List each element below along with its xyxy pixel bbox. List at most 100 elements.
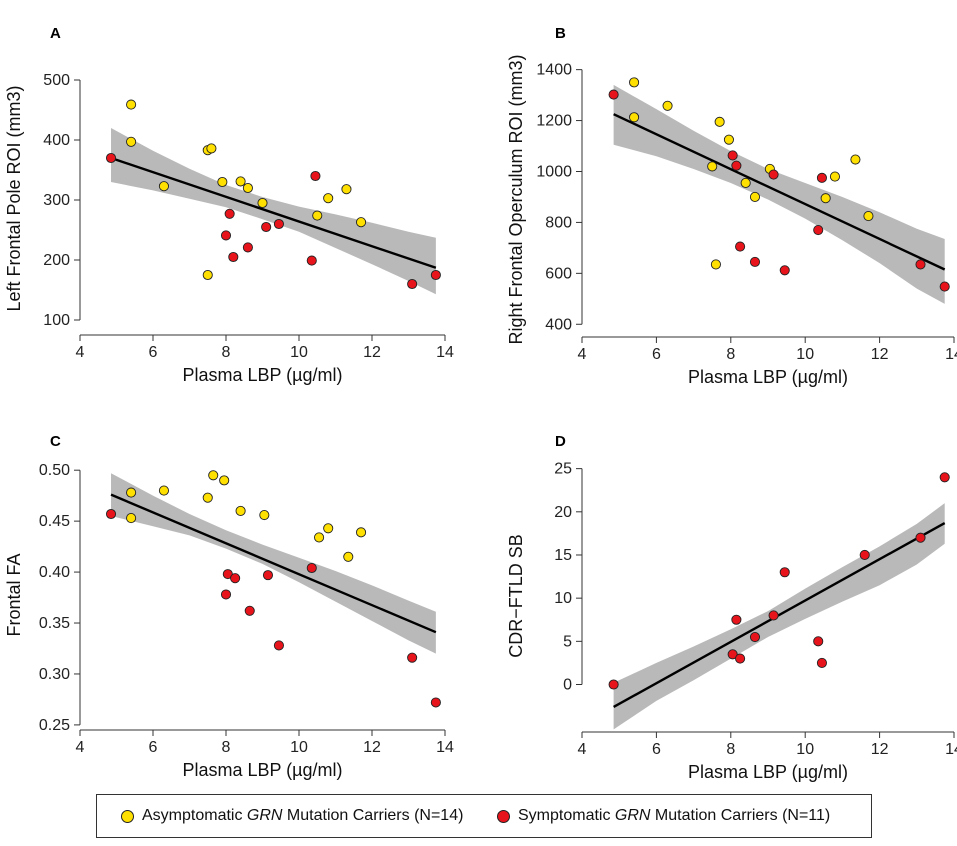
panel-b-point-symptomatic-3 <box>735 241 746 252</box>
panel-c-point-symptomatic-3 <box>230 573 241 584</box>
panel-d: D 4 6 8 10 12 14 0 5 10 15 20 25 Plasma LBP (µg/ml) CD… <box>506 433 957 782</box>
panel-d-x-tick-label-14: 14 <box>945 741 957 758</box>
panel-b-point-symptomatic-0 <box>608 89 619 100</box>
legend-text-asymptomatic: Asymptomatic GRN Mutation Carriers (N=14… <box>142 807 464 824</box>
panel-b-x-tick-label-12: 12 <box>871 346 889 363</box>
legend: Asymptomatic GRN Mutation Carriers (N=14… <box>96 794 872 838</box>
panel-b-point-asymptomatic-13 <box>863 211 874 222</box>
panel-a-point-asymptomatic-6 <box>235 176 246 187</box>
panel-b-point-symptomatic-1 <box>727 150 738 161</box>
panel-a-point-asymptomatic-9 <box>312 210 323 221</box>
panel-b-point-symptomatic-9 <box>915 259 926 270</box>
panel-c-point-symptomatic-5 <box>262 570 274 581</box>
panel-d-point-symptomatic-4 <box>749 631 761 643</box>
panel-c-x-tick-label-6: 6 <box>149 739 158 756</box>
panel-a-x-tick-label-10: 10 <box>290 344 308 361</box>
panel-c-point-asymptomatic-6 <box>235 505 246 516</box>
panel-c-point-asymptomatic-2 <box>158 485 169 496</box>
panel-a-point-asymptomatic-0 <box>126 99 137 110</box>
panel-a-y-label: Left Frontal Pole ROI (mm3) <box>4 85 24 311</box>
panel-c-point-asymptomatic-4 <box>208 470 219 481</box>
panel-d-point-symptomatic-8 <box>816 657 827 668</box>
panel-a-x-tick-label-8: 8 <box>222 344 231 361</box>
panel-a-point-asymptomatic-1 <box>126 136 137 147</box>
panel-b-point-symptomatic-6 <box>779 265 790 276</box>
panel-b-point-asymptomatic-10 <box>820 193 831 204</box>
panel-b-point-asymptomatic-0 <box>629 77 640 88</box>
panel-b-point-asymptomatic-4 <box>710 259 721 270</box>
panel-d-x-label: Plasma LBP (µg/ml) <box>688 762 848 782</box>
panel-d-point-symptomatic-7 <box>813 636 824 647</box>
panel-a-point-asymptomatic-8 <box>257 197 268 209</box>
panel-c-x-tick-label-10: 10 <box>290 739 308 756</box>
panel-d-point-symptomatic-6 <box>779 567 790 578</box>
panel-c-y-tick-label-0.5: 0.50 <box>39 462 70 479</box>
panel-d-y-tick-label-20: 20 <box>554 504 572 521</box>
panel-a: A 4 6 8 10 12 14 100 200 300 400 500 Plasma LBP (µg/… <box>4 25 454 385</box>
panel-a-y-tick-label-300: 300 <box>43 192 70 209</box>
panel-a-point-symptomatic-3 <box>228 251 239 263</box>
panel-d-x-tick-label-4: 4 <box>578 741 587 758</box>
legend-item-symptomatic: Symptomatic GRN Mutation Carriers (N=11) <box>497 807 830 825</box>
panel-c-y-tick-label-0.3: 0.30 <box>39 666 70 683</box>
panel-a-x-label: Plasma LBP (µg/ml) <box>182 365 342 385</box>
panel-c-x-tick-label-12: 12 <box>363 739 381 756</box>
panel-a-point-asymptomatic-13 <box>202 269 213 281</box>
panel-c-x-tick-label-4: 4 <box>76 739 85 756</box>
panel-c-point-asymptomatic-7 <box>259 509 270 521</box>
panel-b-point-asymptomatic-5 <box>714 116 725 127</box>
panel-b-y-tick-label-1200: 1200 <box>536 113 572 130</box>
panel-d-y-tick-label-25: 25 <box>554 461 572 478</box>
panel-a-point-asymptomatic-10 <box>323 193 334 204</box>
panel-b-point-symptomatic-4 <box>749 256 761 267</box>
panel-a-point-symptomatic-8 <box>310 170 321 182</box>
panel-b-x-tick-label-6: 6 <box>652 346 661 363</box>
panel-c-x-label: Plasma LBP (µg/ml) <box>182 760 342 780</box>
panel-a-x-tick-label-6: 6 <box>149 344 158 361</box>
panel-b-y-tick-label-1400: 1400 <box>536 62 572 79</box>
panel-c-point-symptomatic-9 <box>430 697 441 708</box>
panel-a-point-asymptomatic-2 <box>158 181 169 192</box>
panel-d-x-tick-label-8: 8 <box>726 741 735 758</box>
panel-a-point-symptomatic-5 <box>261 221 272 233</box>
panel-a-point-symptomatic-9 <box>407 278 418 290</box>
panel-d-point-symptomatic-11 <box>939 472 950 483</box>
panel-c-y-tick-label-0.35: 0.35 <box>39 615 70 632</box>
panel-b-point-asymptomatic-6 <box>723 134 734 145</box>
panel-b-x-tick-label-10: 10 <box>796 346 814 363</box>
panel-b: B 4 6 8 10 12 14 400 600 800 1000 1200 1400 Plasma LB… <box>506 25 957 387</box>
panel-d-letter: D <box>555 433 566 450</box>
panel-d-point-symptomatic-1 <box>727 649 738 660</box>
panel-d-point-symptomatic-2 <box>731 614 742 625</box>
panel-c-point-asymptomatic-5 <box>219 475 230 486</box>
panel-b-point-symptomatic-5 <box>768 169 779 180</box>
panel-b-y-tick-label-400: 400 <box>545 316 572 333</box>
panel-b-y-tick-label-600: 600 <box>545 265 572 282</box>
panel-c-y-tick-label-0.45: 0.45 <box>39 513 70 530</box>
panel-a-point-asymptomatic-12 <box>355 217 367 228</box>
panel-c-y-tick-label-0.25: 0.25 <box>39 717 70 734</box>
panel-c-letter: C <box>50 433 61 450</box>
panel-a-point-asymptomatic-5 <box>217 176 228 188</box>
panel-b-x-tick-label-8: 8 <box>726 346 735 363</box>
panel-a-point-symptomatic-7 <box>306 255 317 266</box>
panel-c-point-symptomatic-1 <box>220 589 232 600</box>
panel-c-y-label: Frontal FA <box>4 553 24 636</box>
panel-a-y-tick-label-400: 400 <box>43 132 70 149</box>
panel-b-point-symptomatic-10 <box>939 281 950 292</box>
panel-a-point-symptomatic-10 <box>430 269 441 281</box>
panel-a-x-tick-label-4: 4 <box>76 344 85 361</box>
panel-a-point-symptomatic-4 <box>242 242 253 253</box>
panel-a-point-symptomatic-1 <box>220 230 232 241</box>
panel-a-x-tick-label-14: 14 <box>436 344 454 361</box>
panel-d-x-tick-label-10: 10 <box>796 741 814 758</box>
panel-c-point-symptomatic-0 <box>105 508 117 520</box>
panel-d-y-label: CDR−FTLD SB <box>506 534 526 658</box>
panel-c-point-asymptomatic-9 <box>323 523 334 534</box>
panel-d-point-symptomatic-9 <box>859 549 870 561</box>
panel-a-letter: A <box>50 25 61 42</box>
panel-c-point-symptomatic-8 <box>407 652 418 663</box>
panel-a-point-asymptomatic-4 <box>206 143 217 154</box>
panel-a-y-tick-label-500: 500 <box>43 72 70 89</box>
panel-c-point-symptomatic-6 <box>273 640 284 651</box>
